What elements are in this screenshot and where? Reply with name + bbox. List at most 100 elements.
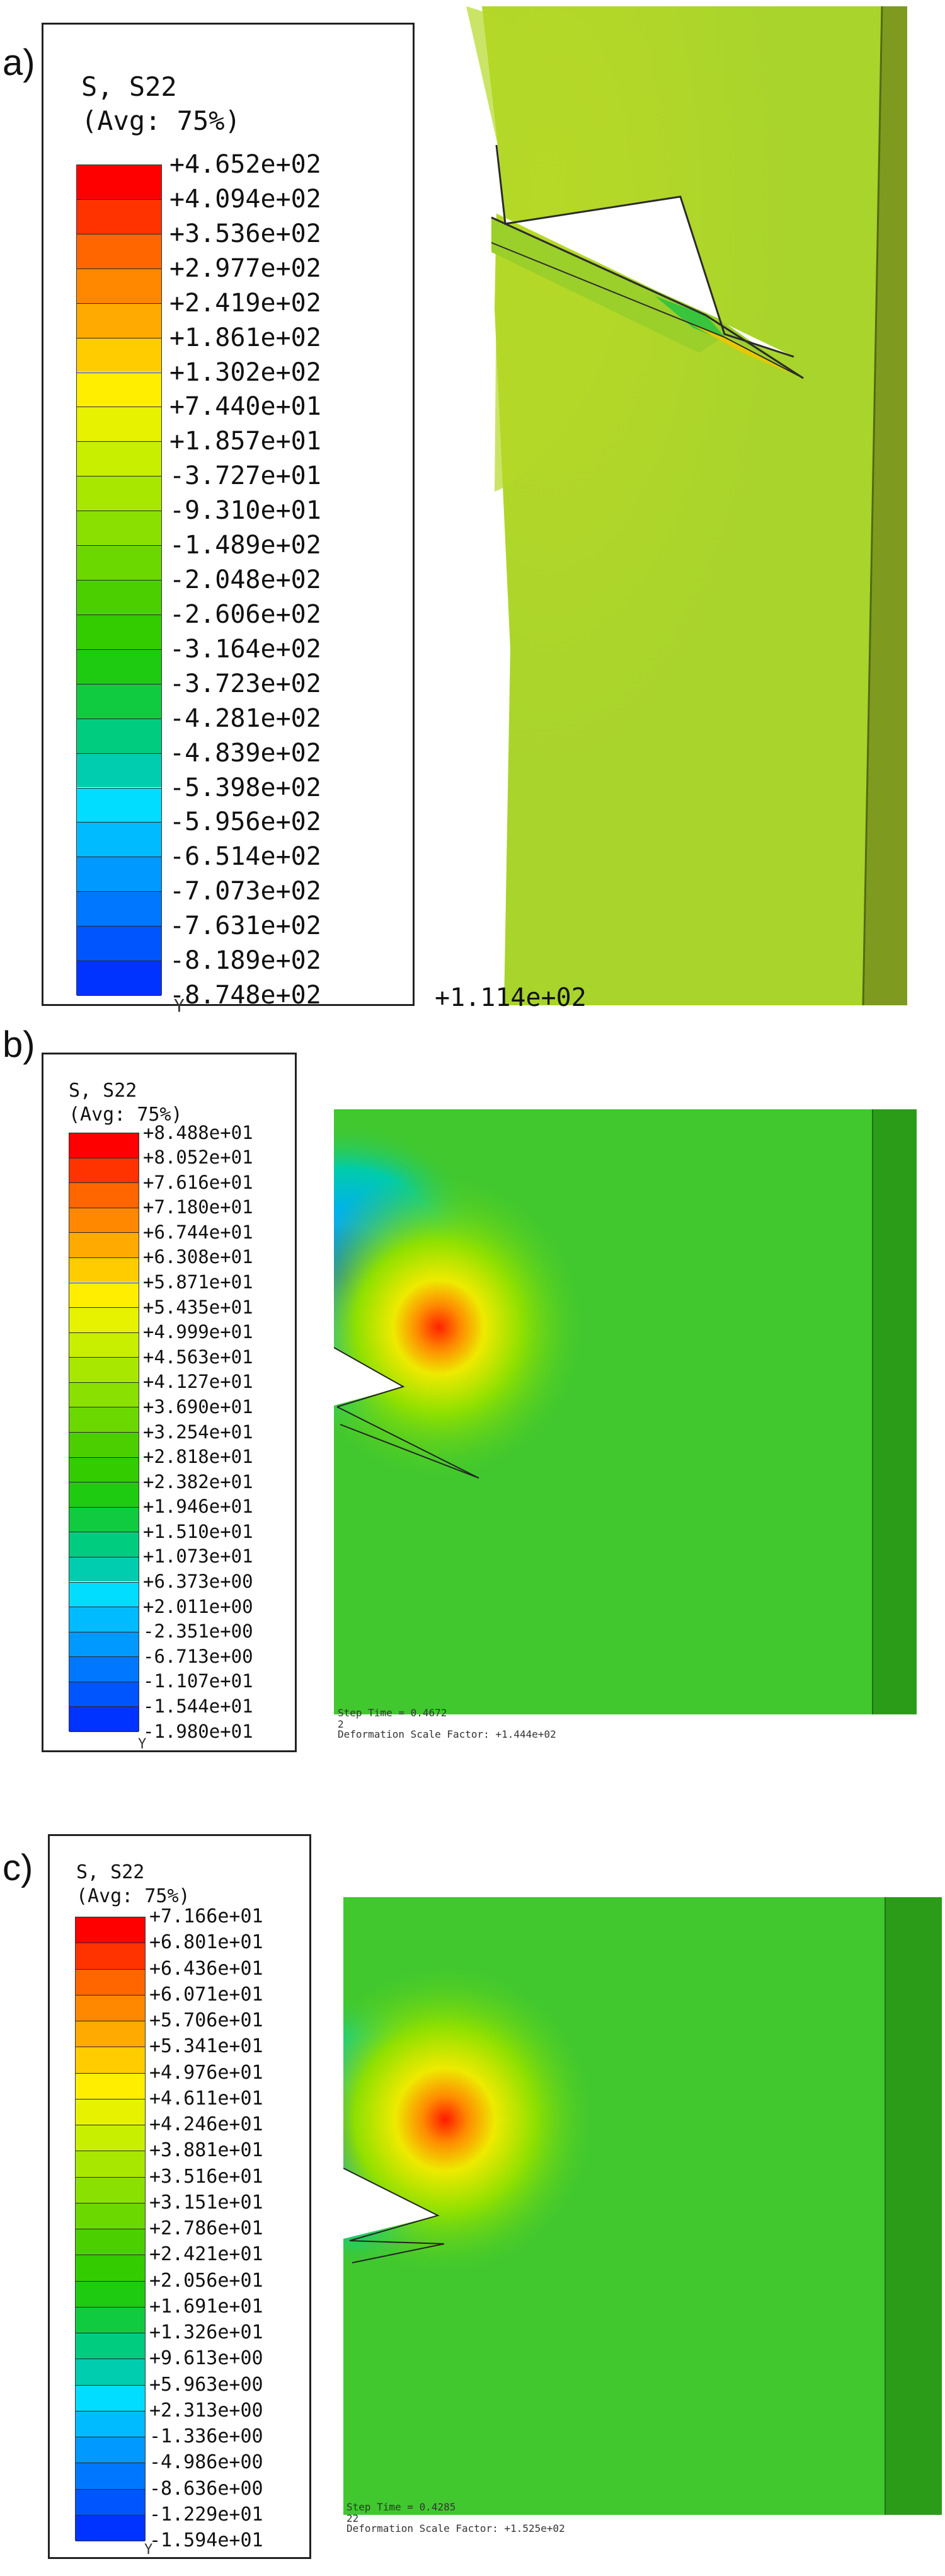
legend-color-segment (76, 2359, 145, 2385)
legend-value-label: -4.986e+00 (149, 2451, 263, 2474)
legend-color-segment (69, 1332, 139, 1358)
legend-color-segment (77, 372, 161, 407)
legend-value-label: -6.713e+00 (143, 1645, 253, 1667)
legend-value-label: +2.313e+00 (149, 2399, 263, 2422)
legend-value-label: -1.229e+01 (149, 2503, 263, 2526)
legend-color-segment (76, 2280, 145, 2307)
legend-value-label: -3.727e+01 (169, 461, 321, 491)
legend-value-label: +2.011e+00 (143, 1595, 253, 1617)
legend-title: S, S22 (69, 1080, 137, 1102)
legend-color-segment (69, 1731, 139, 1732)
legend-color-segment (77, 753, 161, 788)
legend-value-label: +3.254e+01 (143, 1421, 253, 1443)
legend-color-segment (69, 1556, 139, 1582)
stress-contour-plot (343, 1897, 942, 2515)
legend-value-label: -1.544e+01 (143, 1695, 253, 1717)
legend-colorbar (69, 1133, 139, 1732)
legend-color-segment (77, 683, 161, 719)
legend-value-label: +2.419e+02 (169, 288, 321, 318)
legend-color-segment (76, 2514, 145, 2541)
color-legend: S, S22 (Avg: 75%) +4.652e+02 +4.094e+02 +3… (42, 23, 415, 1016)
legend-color-segment (77, 857, 161, 892)
legend-value-label: -1.107e+01 (143, 1670, 253, 1692)
legend-color-segment (69, 1257, 139, 1283)
legend-color-segment (69, 1506, 139, 1532)
legend-value-label: +5.871e+01 (143, 1271, 253, 1293)
contour-value-label: +1.114e+02 (435, 983, 587, 1012)
legend-value-label: +1.857e+01 (169, 427, 321, 456)
legend-value-label: +4.976e+01 (149, 2061, 263, 2084)
legend-color-segment (69, 1706, 139, 1731)
legend-value-label: +4.246e+01 (149, 2113, 263, 2135)
legend-color-segment (76, 2125, 145, 2151)
legend-value-label: +4.127e+01 (143, 1371, 253, 1393)
legend-value-label: +6.373e+00 (143, 1571, 253, 1592)
legend-value-label: -4.281e+02 (169, 703, 321, 733)
legend-color-segment (77, 891, 161, 927)
legend-color-segment (76, 2176, 145, 2203)
model-view (334, 1109, 917, 1714)
legend-value-label: +2.977e+02 (169, 253, 321, 283)
legend-value-label: -5.956e+02 (169, 807, 321, 837)
legend-value-label: +1.302e+02 (169, 357, 321, 387)
legend-color-segment (69, 1282, 139, 1308)
legend-value-label: -2.606e+02 (169, 599, 321, 629)
legend-averaging: (Avg: 75%) (81, 105, 241, 136)
legend-value-label: +3.151e+01 (149, 2191, 263, 2214)
legend-value-label: +8.488e+01 (143, 1121, 253, 1143)
legend-color-segment (76, 2229, 145, 2255)
legend-value-label: +5.435e+01 (143, 1296, 253, 1318)
legend-value-label: -8.189e+02 (169, 946, 321, 976)
legend-color-segment (77, 268, 161, 303)
legend-color-segment (76, 2463, 145, 2489)
legend-color-segment (77, 337, 161, 373)
legend-title: S, S22 (76, 1861, 145, 1883)
legend-value-label: -9.310e+01 (169, 496, 321, 526)
panel-c: c) S, S22 (Avg: 75%) +7.166e+01 +6.801e+0… (0, 1796, 945, 2576)
legend-value-label: +7.616e+01 (143, 1171, 253, 1193)
legend-color-segment (76, 2021, 145, 2047)
legend-color-segment (76, 2333, 145, 2359)
legend-value-label: -8.636e+00 (149, 2477, 263, 2500)
panel-b: b) S, S22 (Avg: 75%) +8.488e+01 +8.052e+0… (0, 1021, 945, 1796)
legend-value-label: -1.980e+01 (143, 1720, 253, 1742)
legend-value-label: +5.341e+01 (149, 2035, 263, 2058)
color-legend: S, S22 (Avg: 75%) +8.488e+01 +8.052e+01 +7… (42, 1053, 297, 1752)
legend-value-label: +4.094e+02 (169, 184, 321, 214)
legend-color-segment (76, 1943, 145, 1969)
axis-triad-mark: Y (138, 1736, 147, 1752)
legend-color-segment (69, 1133, 139, 1158)
legend-value-label: +1.691e+01 (149, 2295, 263, 2318)
legend-value-label: +4.652e+02 (169, 150, 321, 179)
legend-value-label: -7.631e+02 (169, 911, 321, 941)
legend-value-label: -1.336e+00 (149, 2425, 263, 2447)
legend-averaging: (Avg: 75%) (76, 1885, 190, 1907)
panel-label: b) (3, 1024, 35, 1065)
panel-label: a) (3, 42, 35, 83)
legend-color-segment (76, 1994, 145, 2021)
legend-value-label: +7.180e+01 (143, 1196, 253, 1218)
legend-color-segment (69, 1681, 139, 1707)
legend-value-label: +3.536e+02 (169, 219, 321, 248)
legend-value-label: -3.164e+02 (169, 634, 321, 664)
legend-color-segment (76, 1968, 145, 1995)
legend-color-segment (76, 2098, 145, 2125)
scale-factor-label: Deformation Scale Factor: +1.444e+02 (338, 1728, 556, 1740)
legend-value-label: -4.839e+02 (169, 738, 321, 768)
legend-value-label: +6.071e+01 (149, 1983, 263, 2006)
legend-color-segment (76, 2255, 145, 2281)
legend-color-segment (77, 580, 161, 615)
legend-color-segment (69, 1382, 139, 1407)
stress-contour-plot (334, 1109, 917, 1714)
legend-value-label: +5.706e+01 (149, 2009, 263, 2031)
scale-factor-label: Deformation Scale Factor: +1.525e+02 (346, 2522, 565, 2534)
legend-color-segment (77, 926, 161, 961)
legend-color-segment (69, 1457, 139, 1482)
model-view (343, 1897, 942, 2515)
legend-color-segment (77, 303, 161, 338)
legend-value-label: -2.351e+00 (143, 1620, 253, 1643)
legend-value-label: -5.398e+02 (169, 773, 321, 802)
legend-title: S, S22 (81, 71, 177, 102)
legend-color-segment (77, 476, 161, 511)
legend-color-segment (77, 718, 161, 753)
